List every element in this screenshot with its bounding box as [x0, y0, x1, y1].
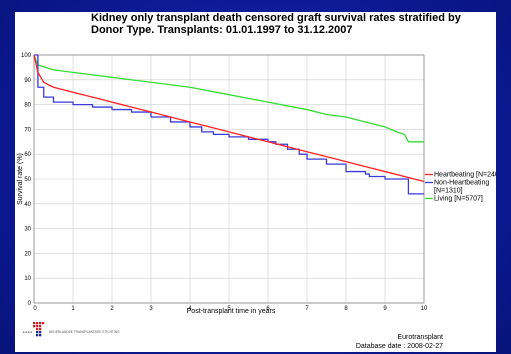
legend-label: Heartbeating [N=24026]: [434, 172, 496, 179]
org-name: Eurotransplant: [397, 334, 443, 341]
y-tick-label: 50: [24, 177, 31, 183]
series-line-living: [33, 54, 424, 143]
legend-label: Living [N=5707]: [434, 196, 483, 203]
y-tick-label: 100: [21, 53, 32, 59]
nts-logo: NEDERLANDSE TRANSPLANTATIE STICHTING: [23, 322, 120, 337]
y-tick-label: 40: [24, 202, 31, 208]
x-axis-label: Post-transplant time in years: [187, 308, 276, 315]
logo-mark-icon: [23, 322, 45, 337]
y-tick-label: 80: [24, 103, 31, 109]
series-line-non-heartbeating: [34, 54, 424, 195]
legend: Heartbeating [N=24026]Non-Heartbeating[N…: [425, 172, 496, 203]
y-tick-label: 20: [24, 251, 31, 257]
y-tick-label: 60: [24, 152, 31, 158]
chart-title-line2: Donor Type. Transplants: 01.01.1997 to 3…: [91, 24, 352, 36]
y-tick-label: 0: [28, 301, 32, 307]
y-tick-label: 70: [24, 127, 31, 133]
legend-label: Non-Heartbeating: [434, 180, 489, 187]
x-tick-label: 3: [149, 306, 153, 312]
chart-title: Kidney only transplant death censored gr…: [91, 12, 462, 24]
x-tick-label: 6: [266, 306, 270, 312]
legend-label: [N=1310]: [434, 188, 463, 195]
database-date: Database date : 2008-02-27: [356, 343, 443, 350]
x-tick-label: 9: [383, 306, 387, 312]
plot-frame: [33, 54, 425, 304]
x-tick-label: 1: [71, 306, 75, 312]
x-tick-label: 7: [305, 306, 309, 312]
x-tick-label: 8: [344, 306, 348, 312]
y-tick-label: 30: [24, 227, 31, 233]
x-tick-label: 0: [33, 306, 37, 312]
y-tick-label: 90: [24, 78, 31, 84]
logo-text: NEDERLANDSE TRANSPLANTATIE STICHTING: [49, 330, 120, 334]
grid: [33, 54, 425, 304]
survival-chart: Kidney only transplant death censored gr…: [17, 12, 496, 350]
x-tick-label: 10: [421, 306, 428, 312]
series-lines: [33, 54, 425, 195]
y-axis-label: Survival rate (%): [17, 153, 24, 205]
chart-panel: Kidney only transplant death censored gr…: [15, 12, 496, 352]
y-tick-label: 10: [24, 276, 31, 282]
x-tick-label: 2: [110, 306, 114, 312]
x-tick-label: 4: [188, 306, 192, 312]
series-line-heartbeating: [33, 54, 425, 183]
x-tick-label: 5: [227, 306, 231, 312]
